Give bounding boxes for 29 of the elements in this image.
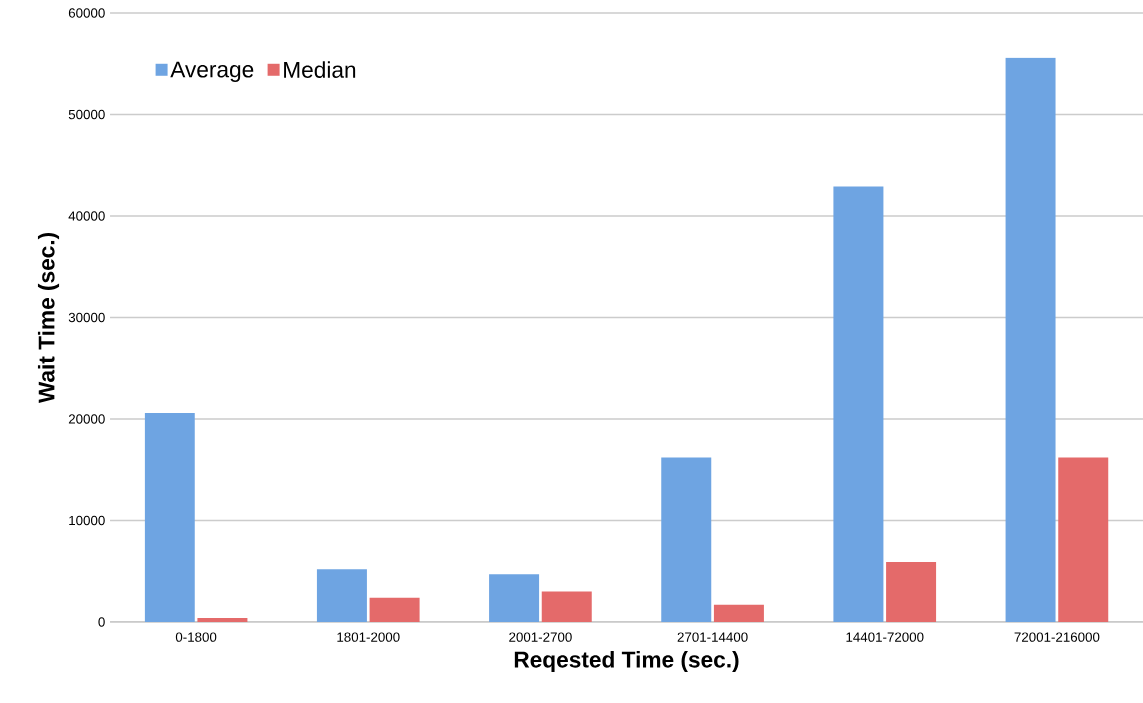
bar bbox=[316, 569, 367, 622]
x-tick-label: 2701-14400 bbox=[677, 632, 748, 642]
bar bbox=[713, 604, 764, 622]
y-tick-label: 30000 bbox=[68, 312, 105, 323]
bar bbox=[369, 597, 420, 622]
bar bbox=[489, 574, 540, 622]
legend-label: Average bbox=[170, 61, 254, 82]
bar bbox=[661, 457, 712, 622]
y-tick-label: 60000 bbox=[68, 8, 105, 18]
legend-label: Median bbox=[284, 61, 356, 78]
x-axis-title: Reqested Time (sec.) bbox=[514, 650, 739, 673]
y-tick-label: 50000 bbox=[68, 109, 105, 120]
bar bbox=[1005, 57, 1056, 622]
y-tick-label: 20000 bbox=[68, 414, 105, 424]
bar bbox=[144, 412, 195, 622]
y-axis-title: Wait Time (sec.) bbox=[37, 232, 60, 404]
bar bbox=[197, 617, 248, 622]
x-tick-label: 0-1800 bbox=[175, 632, 217, 642]
x-tick-label: 14401-72000 bbox=[846, 632, 924, 642]
x-tick-label: 1801-2000 bbox=[337, 632, 400, 642]
bar bbox=[886, 562, 937, 622]
bar bbox=[541, 591, 592, 622]
x-tick-label: 2001-2700 bbox=[509, 632, 572, 642]
x-tick-label: 72001-216000 bbox=[1014, 632, 1100, 642]
y-tick-label: 10000 bbox=[69, 515, 105, 526]
bar bbox=[1058, 457, 1109, 622]
bar bbox=[833, 186, 884, 622]
y-tick-label: 0 bbox=[98, 617, 105, 627]
y-tick-label: 40000 bbox=[68, 211, 105, 221]
